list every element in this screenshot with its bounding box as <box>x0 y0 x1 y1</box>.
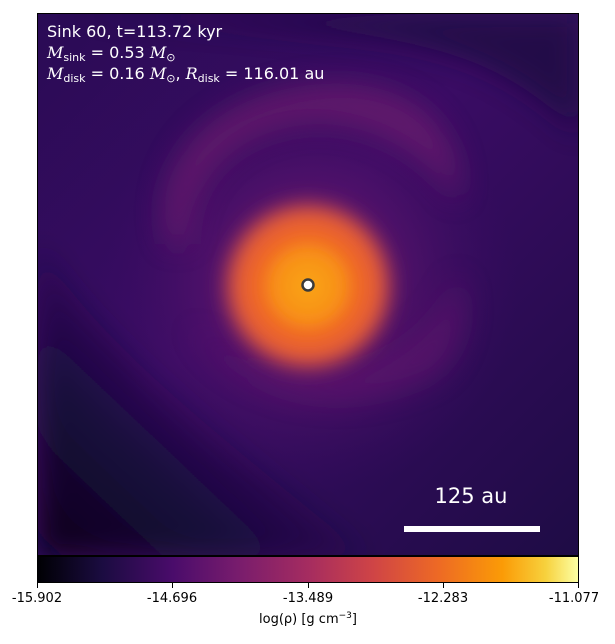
disk-radius-symbol: R <box>185 64 198 83</box>
colorbar-tick <box>443 583 444 588</box>
solar-mass-subscript: ⊙ <box>166 51 176 64</box>
colorbar-tick-label: -13.489 <box>282 591 334 606</box>
colorbar-tick-label: -12.283 <box>417 591 469 606</box>
colorbar-tick <box>578 583 579 588</box>
colorbar-tick-label: -15.902 <box>11 591 63 606</box>
scale-bar-label: 125 au <box>434 484 508 508</box>
density-map: Sink 60, t=113.72 kyr Msink = 0.53 M⊙ Md… <box>37 13 579 556</box>
disk-solar-mass-subscript: ⊙ <box>166 72 176 85</box>
disk-properties: Mdisk = 0.16 M⊙, Rdisk = 116.01 au <box>47 64 324 84</box>
colorbar-label-end: ] <box>351 612 357 627</box>
colorbar-label: log(ρ) [g cm−3] <box>259 611 357 628</box>
disk-solar-mass-symbol: M <box>149 64 167 83</box>
solar-mass-symbol: M <box>149 43 167 62</box>
sink-mass-value: = 0.53 <box>85 43 150 62</box>
colorbar-tick <box>37 583 38 588</box>
disk-mass-symbol: M <box>47 64 64 83</box>
disk-radius-subscript: disk <box>197 72 220 85</box>
sink-mass-subscript: sink <box>63 51 86 64</box>
sink-mass-symbol: M <box>47 43 64 62</box>
scale-bar <box>404 526 540 532</box>
colorbar-label-main: log(ρ) [g cm <box>259 612 339 627</box>
sink-title: Sink 60, t=113.72 kyr <box>47 22 222 42</box>
sink-marker <box>301 278 315 292</box>
sink-mass: Msink = 0.53 M⊙ <box>47 43 175 63</box>
colorbar-tick-label: -14.696 <box>146 591 198 606</box>
sink-title-text: Sink 60, t=113.72 kyr <box>47 22 223 41</box>
colorbar-tick-label: -11.077 <box>548 591 600 606</box>
colorbar <box>37 556 579 583</box>
density-image <box>38 14 578 555</box>
colorbar-tick <box>308 583 309 588</box>
disk-mass-subscript: disk <box>63 72 86 85</box>
colorbar-label-exponent: −3 <box>338 611 352 621</box>
disk-mass-value: = 0.16 <box>85 64 150 83</box>
disk-radius-value: = 116.01 au <box>219 64 325 83</box>
disk-separator: , <box>175 64 186 83</box>
colorbar-tick <box>172 583 173 588</box>
